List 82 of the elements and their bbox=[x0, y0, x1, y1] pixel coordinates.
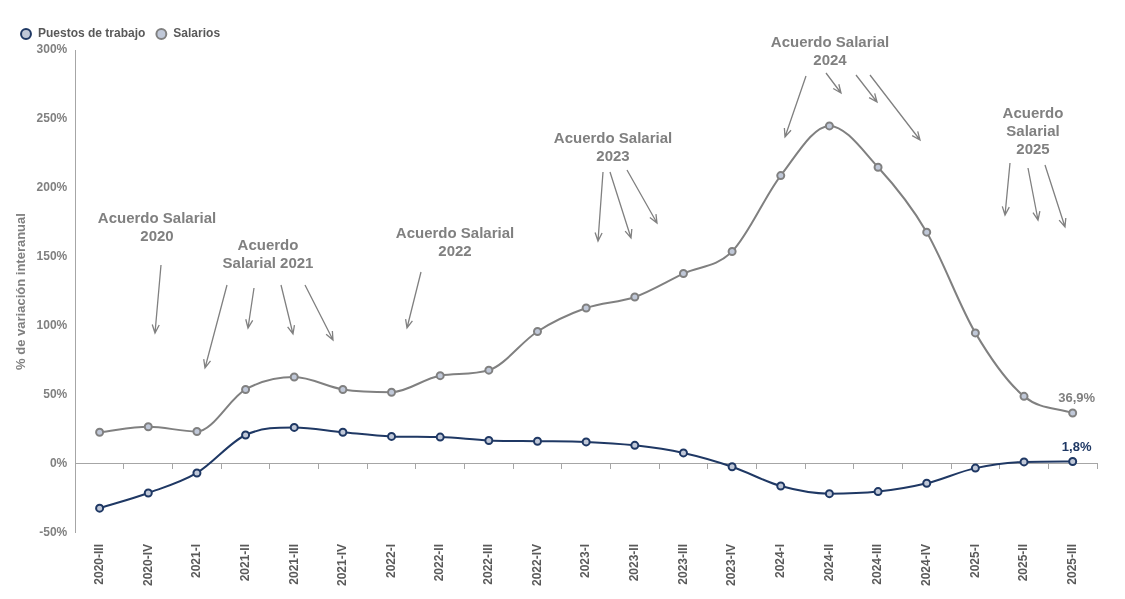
point bbox=[1068, 408, 1078, 418]
point bbox=[873, 162, 883, 172]
point bbox=[241, 384, 251, 394]
point bbox=[727, 462, 737, 472]
point bbox=[289, 372, 299, 382]
point bbox=[776, 171, 786, 181]
legend-label: Salarios bbox=[173, 26, 221, 41]
point bbox=[338, 427, 348, 437]
point bbox=[387, 431, 397, 441]
x-tick-label: 2024-I bbox=[773, 543, 788, 578]
point bbox=[1019, 457, 1029, 467]
y-tick-label: 250% bbox=[36, 111, 68, 126]
point bbox=[581, 303, 591, 313]
y-tick-label: 300% bbox=[36, 42, 68, 57]
annotation: Acuerdo Salarial 2021 bbox=[222, 236, 314, 272]
y-tick-label: 150% bbox=[36, 249, 68, 264]
point bbox=[435, 432, 445, 442]
x-tick-label: 2022-IV bbox=[529, 543, 544, 586]
x-tick-label: 2025-I bbox=[967, 543, 982, 578]
annotation: Acuerdo Salarial 2024 bbox=[770, 33, 890, 69]
point bbox=[1068, 456, 1078, 466]
point bbox=[387, 387, 397, 397]
point bbox=[338, 384, 348, 394]
y-tick-label: 200% bbox=[36, 180, 68, 195]
x-tick-label: 2024-IV bbox=[919, 543, 934, 586]
point bbox=[727, 246, 737, 256]
legend-label: Puestos de trabajo bbox=[38, 26, 146, 41]
x-tick-label: 2021-III bbox=[286, 543, 301, 585]
x-tick-label: 2023-I bbox=[578, 543, 593, 578]
annotation: Acuerdo Salarial 2023 bbox=[553, 129, 673, 165]
x-tick-label: 2022-II bbox=[432, 543, 447, 582]
point bbox=[776, 481, 786, 491]
x-tick-label: 2021-II bbox=[237, 543, 252, 582]
x-tick-label: 2024-III bbox=[870, 543, 885, 585]
point bbox=[630, 292, 640, 302]
x-tick-label: 2025-III bbox=[1064, 543, 1079, 585]
data-label: 36,9% bbox=[1058, 390, 1096, 406]
y-tick-label: -50% bbox=[39, 525, 68, 540]
x-tick-label: 2023-II bbox=[627, 543, 642, 582]
point bbox=[581, 437, 591, 447]
point bbox=[970, 328, 980, 338]
y-tick-label: 100% bbox=[36, 318, 68, 333]
data-label: 1,8% bbox=[1061, 438, 1092, 454]
annotation: Acuerdo Salarial 2025 bbox=[1002, 104, 1064, 158]
point bbox=[95, 427, 105, 437]
x-tick-label: 2024-II bbox=[821, 543, 836, 582]
point bbox=[435, 371, 445, 381]
point bbox=[484, 365, 494, 375]
point bbox=[532, 436, 542, 446]
point bbox=[873, 487, 883, 497]
point bbox=[289, 422, 299, 432]
point bbox=[678, 269, 688, 279]
x-tick-label: 2020-IV bbox=[140, 543, 155, 586]
x-tick-label: 2023-IV bbox=[724, 543, 739, 586]
x-tick-label: 2021-I bbox=[189, 543, 204, 578]
point bbox=[824, 489, 834, 499]
point bbox=[192, 468, 202, 478]
point bbox=[143, 422, 153, 432]
x-tick-label: 2020-III bbox=[91, 543, 106, 585]
point bbox=[922, 227, 932, 237]
y-tick-label: 50% bbox=[43, 387, 68, 402]
point bbox=[241, 430, 251, 440]
x-tick-label: 2023-III bbox=[675, 543, 690, 585]
point bbox=[484, 436, 494, 446]
x-tick-label: 2021-IV bbox=[335, 543, 350, 586]
point bbox=[970, 463, 980, 473]
point bbox=[143, 488, 153, 498]
point bbox=[678, 448, 688, 458]
annotation: Acuerdo Salarial 2020 bbox=[97, 209, 217, 245]
annotation: Acuerdo Salarial 2022 bbox=[395, 224, 515, 260]
point bbox=[922, 478, 932, 488]
point bbox=[824, 121, 834, 131]
point bbox=[192, 427, 202, 437]
x-tick-label: 2025-II bbox=[1016, 543, 1031, 582]
x-tick-label: 2022-III bbox=[481, 543, 496, 585]
x-tick-label: 2022-I bbox=[383, 543, 398, 578]
point bbox=[1019, 391, 1029, 401]
point bbox=[95, 503, 105, 513]
y-axis-title: % de variación interanual bbox=[13, 213, 29, 370]
point bbox=[630, 440, 640, 450]
y-tick-label: 0% bbox=[49, 456, 68, 471]
point bbox=[532, 327, 542, 336]
